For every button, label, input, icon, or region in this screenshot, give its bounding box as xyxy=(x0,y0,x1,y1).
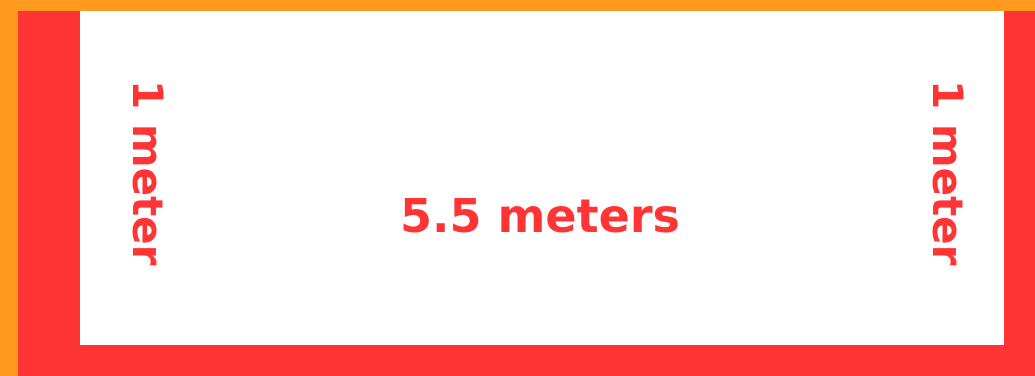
width-label: 5.5 meters xyxy=(400,189,680,243)
right-height-label: 1 meter xyxy=(923,80,972,266)
white-panel xyxy=(80,11,1004,345)
left-height-label: 1 meter xyxy=(123,80,172,266)
